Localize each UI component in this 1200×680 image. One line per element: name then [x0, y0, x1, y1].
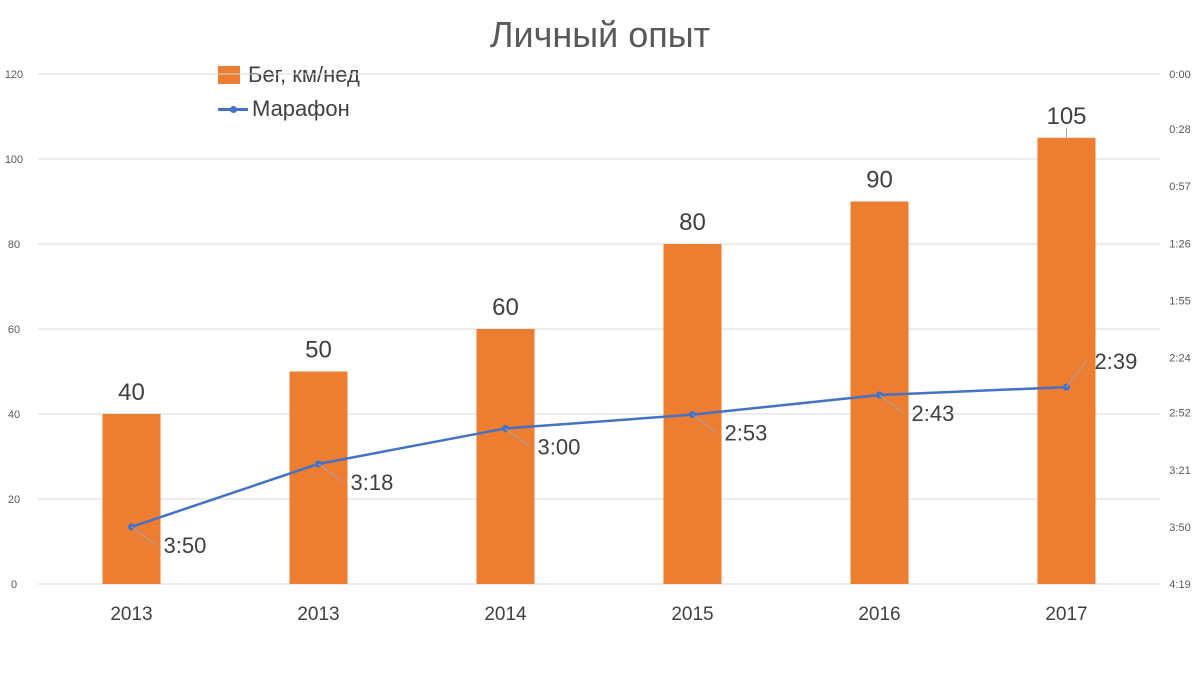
line-series — [131, 385, 1067, 529]
line-data-label: 3:50 — [164, 533, 207, 558]
bar-data-label: 50 — [305, 337, 332, 364]
y-left-tick-label: 120 — [5, 69, 23, 81]
legend-swatch-line — [218, 100, 248, 118]
y-right-tick-label: 1:26 — [1169, 238, 1190, 250]
x-tick-label: 2017 — [1045, 604, 1087, 625]
line-label-leader — [692, 414, 717, 434]
y-right-tick-label: 2:52 — [1169, 408, 1190, 420]
y-right-tick-label: 1:55 — [1169, 295, 1190, 307]
x-tick-label: 2015 — [671, 604, 713, 625]
line-data-label: 2:43 — [912, 401, 955, 426]
line-data-label: 3:00 — [538, 434, 581, 459]
y-left-tick-label: 100 — [5, 154, 23, 166]
y-right-tick-label: 3:50 — [1169, 522, 1190, 534]
bar-data-label: 90 — [866, 167, 893, 194]
line-label-leader — [879, 394, 904, 414]
bar-data-label: 40 — [118, 379, 145, 406]
y-right-tick-label: 4:19 — [1169, 579, 1190, 591]
y-right-tick-label: 2:24 — [1169, 353, 1190, 365]
y-right-tick-label: 3:21 — [1169, 465, 1190, 477]
legend-label-line: Марафон — [252, 96, 350, 121]
bar — [476, 329, 535, 584]
bar — [102, 414, 161, 584]
line-label-leader — [131, 526, 156, 546]
line-data-label: 2:39 — [1095, 349, 1138, 374]
line-data-label: 2:53 — [725, 421, 768, 446]
bar-data-label: 80 — [679, 209, 706, 236]
y-left-tick-label: 40 — [8, 409, 20, 421]
x-tick-label: 2013 — [297, 604, 339, 625]
y-left-tick-label: 0 — [11, 579, 17, 591]
x-tick-label: 2013 — [110, 604, 152, 625]
y-left-tick-label: 60 — [8, 324, 20, 336]
y-right-tick-label: 0:28 — [1169, 124, 1190, 136]
y-left-tick-label: 20 — [8, 494, 20, 506]
line-label-leader — [505, 428, 530, 447]
y-right-tick-label: 0:00 — [1169, 69, 1190, 81]
bar — [289, 371, 348, 584]
bar — [1037, 137, 1096, 584]
bar-data-label: 60 — [492, 294, 519, 321]
x-tick-label: 2014 — [484, 604, 527, 625]
x-tick-label: 2016 — [858, 604, 900, 625]
chart-title: Личный опыт — [489, 14, 711, 55]
y-right-tick-label: 0:57 — [1169, 181, 1190, 193]
bar-data-label: 105 — [1046, 103, 1086, 130]
legend-swatch-bar — [218, 66, 240, 84]
line-data-label: 3:18 — [351, 470, 394, 495]
line-label-leader — [1066, 360, 1087, 388]
y-left-tick-label: 80 — [8, 239, 20, 251]
legend-item-line: Марафон — [218, 92, 360, 126]
line-label-leader — [318, 463, 343, 483]
